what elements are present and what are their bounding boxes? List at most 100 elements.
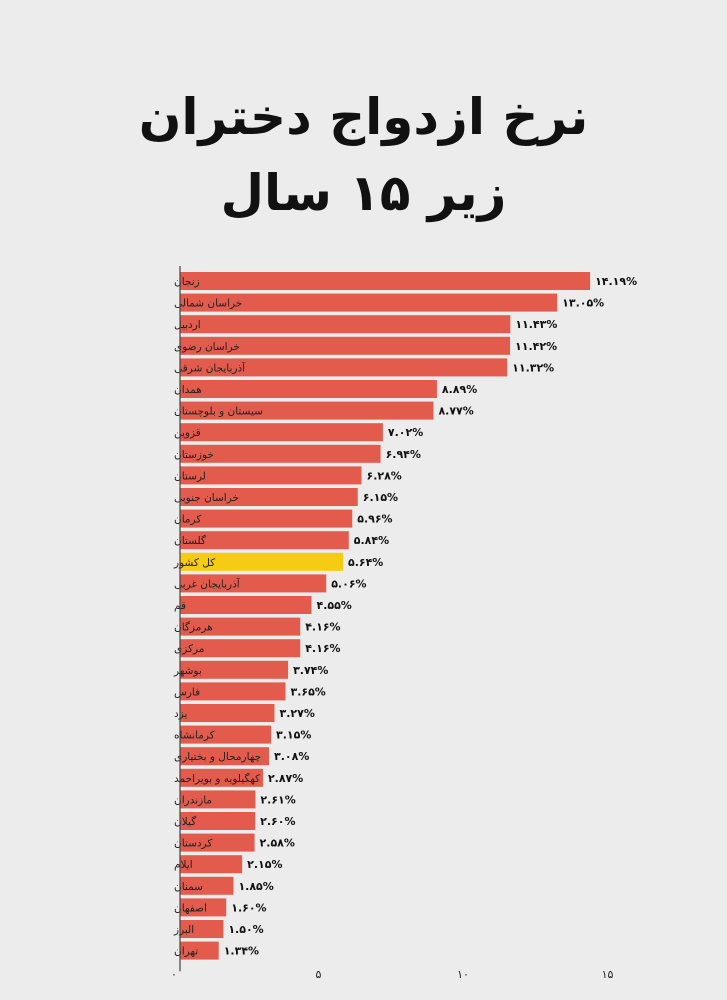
- bar-24: [180, 790, 256, 809]
- value-label-5: ۸.۸۹%: [442, 383, 477, 396]
- category-label-20: یزد: [174, 708, 187, 720]
- x-tick-label-1: ۵: [316, 968, 322, 981]
- bar-10: [180, 488, 358, 506]
- category-label-16: هرمزگان: [174, 621, 213, 634]
- value-label-10: ۶.۱۵%: [363, 491, 398, 504]
- bar-1: [180, 293, 558, 312]
- bar-15: [180, 596, 312, 614]
- bar-2: [180, 315, 511, 334]
- bar-18: [180, 660, 289, 679]
- category-label-17: مرکزی: [174, 643, 204, 655]
- bar-20: [180, 704, 275, 722]
- value-label-13: ۵.۶۴%: [348, 556, 383, 569]
- x-tick-label-0: ۰: [171, 968, 177, 981]
- value-label-1: ۱۳.۰۵%: [562, 297, 604, 310]
- category-label-23: کهگیلویه و بویراحمد: [174, 772, 260, 785]
- value-label-28: ۱.۸۵%: [238, 880, 273, 893]
- value-label-21: ۳.۱۵%: [276, 729, 311, 742]
- value-label-7: ۷.۰۲%: [388, 426, 423, 439]
- bar-12: [180, 531, 349, 550]
- value-label-0: ۱۴.۱۹%: [595, 275, 637, 288]
- bar-31: [180, 941, 219, 960]
- bar-17: [180, 639, 301, 658]
- x-ticks-group: ۰ ۵ ۱۰ ۱۵: [171, 968, 613, 981]
- value-label-4: ۱۱.۳۲%: [512, 361, 554, 374]
- category-label-0: زنجان: [174, 276, 200, 288]
- value-label-17: ۴.۱۶%: [305, 642, 340, 655]
- value-label-25: ۲.۶۰%: [260, 815, 295, 828]
- category-label-26: کردستان: [174, 838, 212, 850]
- value-label-31: ۱.۳۴%: [224, 945, 259, 958]
- category-label-18: بوشهر: [173, 665, 202, 677]
- value-labels-group: ۱۴.۱۹% ۱۳.۰۵% ۱۱.۴۳% ۱۱.۴۲% ۱۱.۳۲% ۸.۸۹% ۸.۷۷%…: [224, 275, 637, 958]
- category-label-8: خوزستان: [174, 449, 214, 461]
- value-label-22: ۳.۰۸%: [274, 750, 309, 763]
- value-label-30: ۱.۵۰%: [228, 923, 263, 936]
- category-label-25: گیلان: [174, 815, 196, 828]
- category-label-13: کل کشور: [173, 557, 215, 569]
- value-label-19: ۳.۶۵%: [290, 685, 325, 698]
- category-label-12: گلستان: [174, 534, 206, 547]
- value-label-20: ۳.۲۷%: [280, 707, 315, 720]
- category-label-19: فارس: [174, 686, 200, 698]
- category-label-10: خراسان جنوبی: [174, 492, 239, 504]
- bar-30: [180, 920, 224, 938]
- category-label-22: چهارمحال و بختیاری: [174, 751, 261, 763]
- value-label-18: ۳.۷۴%: [293, 664, 328, 677]
- bars-group: [180, 272, 591, 960]
- bar-3: [180, 336, 511, 355]
- bar-22: [180, 747, 270, 766]
- value-label-3: ۱۱.۴۲%: [515, 340, 557, 353]
- value-label-12: ۵.۸۴%: [354, 534, 389, 547]
- chart-title-line-2: زیر ۱۵ سال: [220, 164, 507, 222]
- value-label-14: ۵.۰۶%: [331, 577, 366, 590]
- category-label-27: ایلام: [174, 859, 193, 871]
- category-label-6: سیستان و بلوچستان: [174, 406, 263, 418]
- bar-14: [180, 574, 327, 593]
- value-label-24: ۲.۶۱%: [260, 793, 295, 806]
- bar-28: [180, 876, 234, 895]
- category-label-4: آذربایجان شرقی: [174, 361, 246, 374]
- category-label-7: قزوین: [174, 427, 201, 439]
- category-label-30: البرز: [173, 924, 194, 936]
- category-label-5: همدان: [174, 384, 202, 396]
- category-label-29: اصفهان: [174, 902, 207, 914]
- bar-9: [180, 466, 362, 485]
- category-label-1: خراسان شمالی: [174, 298, 242, 310]
- bar-0: [180, 272, 591, 290]
- category-label-11: کرمان: [174, 514, 201, 526]
- value-label-15: ۴.۵۵%: [316, 599, 351, 612]
- bar-26: [180, 833, 255, 852]
- bar-25: [180, 812, 256, 830]
- value-label-29: ۱.۶۰%: [231, 901, 266, 914]
- bar-5: [180, 380, 437, 398]
- value-label-23: ۲.۸۷%: [268, 772, 303, 785]
- bar-8: [180, 444, 381, 463]
- value-label-6: ۸.۷۷%: [438, 405, 473, 418]
- value-label-27: ۲.۱۵%: [247, 858, 282, 871]
- bar-13: [180, 552, 343, 571]
- bar-19: [180, 682, 286, 701]
- category-label-28: سمنان: [174, 881, 203, 893]
- value-label-16: ۴.۱۶%: [305, 621, 340, 634]
- category-label-24: مازندران: [174, 794, 212, 806]
- bar-29: [180, 898, 227, 917]
- bar-21: [180, 725, 272, 744]
- category-label-2: اردبیل: [174, 319, 201, 331]
- bar-4: [180, 358, 508, 377]
- category-label-14: آذربایجان غربی: [174, 577, 241, 590]
- value-label-9: ۶.۲۸%: [366, 469, 401, 482]
- bar-16: [180, 617, 301, 636]
- x-tick-label-3: ۱۵: [602, 968, 614, 981]
- bar-27: [180, 855, 243, 874]
- bar-7: [180, 423, 383, 442]
- bar-23: [180, 768, 263, 787]
- value-label-2: ۱۱.۴۳%: [515, 318, 557, 331]
- value-label-8: ۶.۹۴%: [386, 448, 421, 461]
- chart-title-line-1: نرخ ازدواج دختران: [138, 88, 589, 146]
- category-label-9: لرستان: [174, 470, 206, 482]
- bar-6: [180, 401, 434, 420]
- category-label-3: خراسان رضوی: [174, 341, 240, 353]
- value-label-11: ۵.۹۶%: [357, 513, 392, 526]
